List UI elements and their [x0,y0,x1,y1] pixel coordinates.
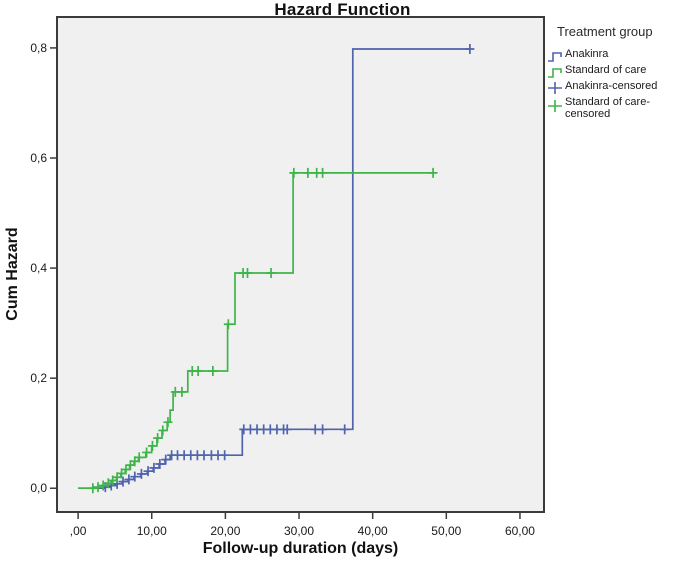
chart-title: Hazard Function [274,0,411,19]
legend-plus-glyph-green [548,100,562,112]
legend-title: Treatment group [557,24,653,39]
censored-mark [93,482,103,493]
legend-entry-label: Standard of care [565,64,647,76]
censored-mark [155,459,165,470]
series-curve-standard-of-care [78,172,434,490]
legend-entry-anakinra-censored: Anakinra-censored [547,80,685,95]
censored-mark [161,454,171,465]
censored-mark [318,167,328,178]
censored-mark [163,417,173,428]
censored-mark [142,447,152,458]
x-tick-label: 30,00 [284,524,314,538]
legend: Treatment group Anakinra Standard of car… [547,24,685,121]
censored-mark [220,450,230,461]
censored-mark [121,464,131,475]
censored-mark [98,480,108,491]
x-tick-label: 50,00 [431,524,461,538]
x-tick-label: 60,00 [505,524,535,538]
legend-entry-standard-of-care-censored: Standard of care-censored [547,96,685,120]
censored-mark [158,425,168,436]
x-tick-label: ,00 [70,524,87,538]
plot-area [56,16,545,513]
censored-mark [282,424,292,435]
censored-mark [465,44,475,55]
legend-entry-standard-of-care: Standard of care [547,64,685,79]
censored-mark [88,483,98,494]
legend-step-glyph-green [548,68,562,78]
censored-mark [223,319,233,330]
legend-entry-label: Anakinra-censored [565,80,658,92]
censored-mark [318,424,328,435]
censored-mark [208,366,218,376]
censored-mark [153,433,163,444]
y-tick-label: 0,4 [30,261,47,275]
plus-marker-icon [548,100,562,112]
censored-mark [136,468,146,479]
legend-entry-label: Standard of care-censored [565,96,650,120]
censored-mark [428,167,438,178]
censored-mark [134,452,144,463]
plus-marker-icon [548,82,562,94]
y-tick-label: 0,8 [30,41,47,55]
x-tick-label: 10,00 [137,524,167,538]
y-tick-label: 0,0 [30,481,47,495]
censored-mark [177,386,187,397]
censored-mark [289,167,299,178]
x-tick-label: 40,00 [358,524,388,538]
censored-mark [340,424,350,435]
legend-entry-label: Anakinra [565,48,609,60]
x-axis-title: Follow-up duration (days) [202,540,399,557]
censored-mark [242,268,252,279]
censored-mark [130,471,140,482]
censored-mark [193,366,203,376]
y-tick-label: 0,6 [30,151,47,165]
legend-step-glyph-blue [548,52,562,62]
y-tick-label: 0,2 [30,371,47,385]
y-axis-title: Cum Hazard [4,227,21,321]
x-tick-label: 20,00 [210,524,240,538]
legend-entry-anakinra: Anakinra [547,48,685,63]
series-curve-anakinra [78,48,470,490]
step-line-icon [548,52,562,62]
censored-mark [303,167,313,178]
censored-mark [149,462,159,473]
censored-mark [266,268,276,279]
step-line-icon [548,68,562,78]
legend-plus-glyph-blue [548,82,562,94]
censored-mark [143,466,153,477]
censored-mark [124,474,134,485]
censored-mark [118,476,128,487]
censored-mark [147,440,157,451]
